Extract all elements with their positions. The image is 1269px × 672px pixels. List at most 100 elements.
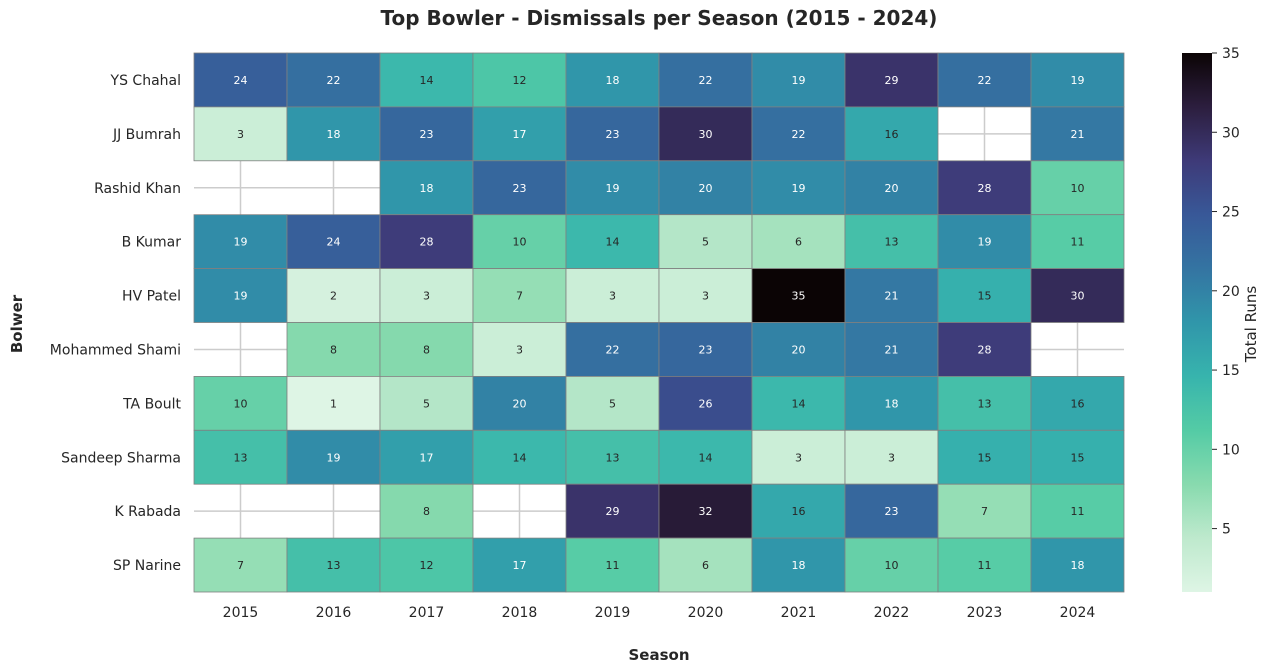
heatmap-cell (937, 429, 1032, 485)
heatmap-cell (379, 214, 474, 269)
heatmap-cell (379, 52, 474, 108)
cell-value-label: 32 (699, 505, 713, 518)
y-tick-label: B Kumar (122, 235, 182, 251)
cell-value-label: 17 (420, 451, 434, 464)
heatmap-cell (472, 214, 567, 269)
cell-value-label: 19 (327, 451, 341, 464)
heatmap-cell (193, 268, 288, 323)
cell-value-label: 3 (702, 290, 709, 303)
cell-value-label: 21 (1071, 128, 1085, 141)
heatmap-cell (286, 106, 381, 162)
cell-value-label: 6 (795, 236, 802, 249)
heatmap-cell (379, 322, 474, 377)
y-axis-label: Bolwer (8, 294, 26, 353)
x-tick-label: 2016 (316, 605, 352, 621)
cell-value-label: 3 (423, 290, 430, 303)
cell-value-label: 21 (885, 343, 899, 356)
cell-value-label: 19 (234, 290, 248, 303)
heatmap-cell (937, 375, 1032, 431)
cell-value-label: 17 (513, 128, 527, 141)
heatmap-cell (1030, 160, 1125, 216)
x-tick-label: 2023 (967, 605, 1003, 621)
cell-value-label: 11 (1071, 505, 1085, 518)
cell-value-label: 5 (423, 397, 430, 410)
cell-value-label: 19 (792, 74, 806, 87)
heatmap-cell (1030, 106, 1125, 162)
colorbar-tick-label: 5 (1222, 522, 1231, 538)
heatmap-cell (379, 483, 474, 539)
heatmap-cell (379, 375, 474, 431)
heatmap-cell (379, 106, 474, 162)
cell-value-label: 13 (606, 451, 620, 464)
x-tick-labels: 2015 2016 2017 2018 2019 2020 2021 2022 2023 2024 (223, 605, 1096, 621)
cell-value-label: 11 (1071, 236, 1085, 249)
heatmap-cell (1030, 483, 1125, 539)
cell-value-label: 21 (885, 290, 899, 303)
cell-value-label: 13 (885, 236, 899, 249)
heatmap-cell (472, 322, 567, 377)
cell-value-label: 8 (423, 505, 430, 518)
cell-value-label: 14 (606, 236, 620, 249)
heatmap-cell (937, 537, 1032, 593)
cell-value-label: 2 (330, 290, 337, 303)
heatmap-cell (1030, 52, 1125, 108)
cell-value-label: 3 (516, 343, 523, 356)
y-tick-label: SP Narine (113, 558, 181, 574)
y-tick-label: HV Patel (122, 289, 181, 305)
colorbar-tick-label: 30 (1222, 125, 1240, 141)
cell-value-label: 16 (885, 128, 899, 141)
cell-value-label: 18 (1071, 559, 1085, 572)
cell-value-label: 15 (978, 290, 992, 303)
cell-value-label: 35 (792, 290, 806, 303)
heatmap-cell (751, 268, 846, 323)
cell-value-label: 18 (420, 182, 434, 195)
cell-value-label: 20 (513, 397, 527, 410)
heatmap-cell (751, 214, 846, 269)
cell-value-label: 19 (978, 236, 992, 249)
cell-value-label: 18 (885, 397, 899, 410)
y-tick-label: Mohammed Shami (50, 342, 181, 358)
heatmap-cell (658, 268, 753, 323)
cell-value-label: 13 (327, 559, 341, 572)
heatmap-cell (193, 375, 288, 431)
heatmap-cell (193, 52, 288, 108)
cell-value-label: 8 (423, 343, 430, 356)
cell-value-label: 8 (330, 343, 337, 356)
cell-value-label: 22 (792, 128, 806, 141)
cell-value-label: 10 (513, 236, 527, 249)
cell-value-label: 13 (978, 397, 992, 410)
heatmap-cell (565, 537, 660, 593)
y-tick-label: K Rabada (114, 504, 181, 520)
colorbar-ticks: 5 10 15 20 25 30 35 (1212, 46, 1240, 538)
chart-title: Top Bowler - Dismissals per Season (2015… (381, 6, 938, 30)
y-tick-label: TA Boult (122, 396, 181, 412)
cell-value-label: 20 (699, 182, 713, 195)
heatmap-cell (844, 537, 939, 593)
y-tick-label: YS Chahal (110, 73, 181, 89)
heatmap-cell (844, 483, 939, 539)
x-tick-label: 2021 (781, 605, 817, 621)
cell-value-label: 29 (885, 74, 899, 87)
cell-value-label: 16 (792, 505, 806, 518)
heatmap-cell (937, 268, 1032, 323)
heatmap-cell (844, 160, 939, 216)
heatmap-cell (937, 52, 1032, 108)
cell-value-label: 22 (699, 74, 713, 87)
heatmap-cell (1030, 268, 1125, 323)
cell-value-label: 3 (237, 128, 244, 141)
cell-value-label: 30 (699, 128, 713, 141)
heatmap-cell (658, 537, 753, 593)
cell-value-label: 15 (1071, 451, 1085, 464)
x-axis-label: Season (628, 646, 689, 664)
heatmap-cell (286, 268, 381, 323)
cell-value-label: 19 (792, 182, 806, 195)
x-tick-label: 2022 (874, 605, 910, 621)
heatmap-cell (565, 106, 660, 162)
heatmap-cell (565, 268, 660, 323)
cell-value-label: 12 (420, 559, 434, 572)
heatmap-cell (658, 214, 753, 269)
heatmap-cell (751, 322, 846, 377)
cell-value-label: 6 (702, 559, 709, 572)
